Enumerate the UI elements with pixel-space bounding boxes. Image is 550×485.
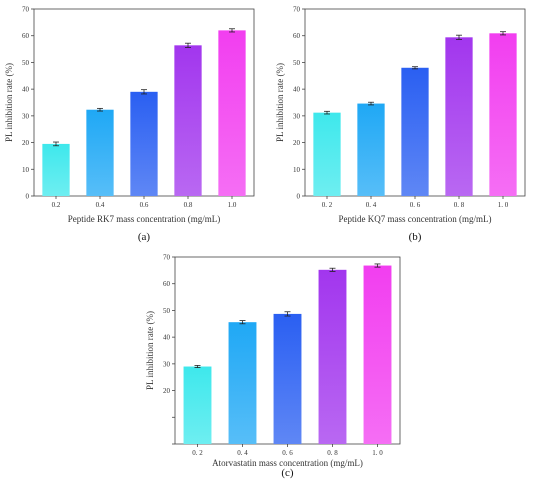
panel-label: (c)	[281, 467, 294, 479]
y-tick-label: 10	[22, 166, 30, 174]
bar-c-3	[318, 269, 347, 444]
bar-a-2	[130, 91, 158, 196]
y-axis-label: PL inhibition rate (%)	[4, 63, 14, 142]
y-tick-label: 60	[293, 32, 301, 40]
x-tick-label: 0.2	[52, 201, 61, 209]
y-tick-label: 0	[26, 193, 30, 201]
y-tick-label: 40	[22, 86, 30, 94]
x-tick-label: 0. 4	[366, 201, 377, 209]
panel-label: (a)	[138, 231, 151, 243]
panel-label: (b)	[409, 231, 422, 243]
y-tick-label: 40	[293, 86, 301, 94]
y-axis-label: PL inhibition rate (%)	[145, 311, 155, 390]
bar-b-3	[445, 37, 473, 197]
y-tick-label: 20	[293, 139, 301, 147]
chart-panel-b: 0 10 20 30 40 50 60 70 0. 2 0. 4 0. 6 0. 8 1. 0 PL in…	[275, 0, 550, 245]
bar-b-1	[357, 103, 385, 196]
y-tick-label: 60	[22, 32, 30, 40]
y-tick-label: 0	[297, 193, 301, 201]
chart-a-svg: 0 10 20 30 40 50 60 70 0.2 0.4 0.6 0.8 1.0 PL inhibit…	[4, 6, 255, 243]
y-tick-label: 30	[293, 112, 301, 120]
x-tick-label: 0. 6	[410, 201, 421, 209]
y-tick-label: 10	[293, 166, 301, 174]
chart-c-svg: 20 30 40 50 60 70 0. 2 0. 4 0. 6 0. 8 1. 0 PL inhib…	[145, 254, 401, 479]
bar-b-4	[489, 33, 517, 197]
bar-a-3	[174, 45, 202, 197]
bar-a-1	[86, 109, 114, 196]
x-tick-label: 0.6	[140, 201, 149, 209]
bar-c-4	[363, 265, 392, 444]
x-tick-label: 0. 4	[237, 449, 248, 457]
y-tick-label: 60	[163, 280, 171, 288]
bar-a-0	[42, 143, 70, 196]
x-axis-label: Peptide KQ7 mass concentration (mg/mL)	[339, 214, 492, 224]
y-tick-label: 20	[163, 387, 171, 395]
y-tick-label: 30	[163, 360, 171, 368]
x-tick-label: 0. 2	[322, 201, 333, 209]
bar-c-0	[183, 366, 212, 444]
bar-a-4	[218, 30, 246, 196]
x-tick-label: 0. 2	[192, 449, 203, 457]
y-tick-label: 50	[293, 59, 301, 67]
chart-b-svg: 0 10 20 30 40 50 60 70 0. 2 0. 4 0. 6 0. 8 1. 0 PL in…	[275, 6, 526, 243]
x-tick-label: 0.8	[184, 201, 193, 209]
bar-b-0	[313, 112, 341, 196]
y-tick-label: 30	[22, 112, 30, 120]
y-tick-label: 50	[22, 59, 30, 67]
x-axis-label: Peptide RK7 mass concentration (mg/mL)	[68, 214, 220, 224]
chart-panel-c: 20 30 40 50 60 70 0. 2 0. 4 0. 6 0. 8 1. 0 PL inhib…	[135, 248, 425, 480]
x-axis-label: Atorvastatin mass concentration (mg/mL)	[212, 458, 363, 468]
x-tick-label: 0. 8	[454, 201, 465, 209]
chart-panel-a: 0 10 20 30 40 50 60 70 0.2 0.4 0.6 0.8 1.0 PL inhibit…	[0, 0, 275, 245]
y-tick-label: 70	[163, 254, 171, 262]
x-tick-label: 0. 8	[327, 449, 338, 457]
y-tick-label: 70	[22, 6, 30, 14]
bar-b-2	[401, 67, 429, 197]
y-tick-label: 20	[22, 139, 30, 147]
y-tick-label: 50	[163, 307, 171, 315]
y-tick-label: 40	[163, 334, 171, 342]
x-tick-label: 1. 0	[498, 201, 509, 209]
x-tick-label: 1.0	[228, 201, 237, 209]
y-axis-label: PL inhibition rate (%)	[275, 63, 285, 142]
y-tick-label: 70	[293, 6, 301, 14]
x-tick-label: 0.4	[96, 201, 105, 209]
bar-c-2	[273, 313, 302, 444]
bar-c-1	[228, 322, 257, 444]
x-tick-label: 0. 6	[282, 449, 293, 457]
x-tick-label: 1. 0	[372, 449, 383, 457]
